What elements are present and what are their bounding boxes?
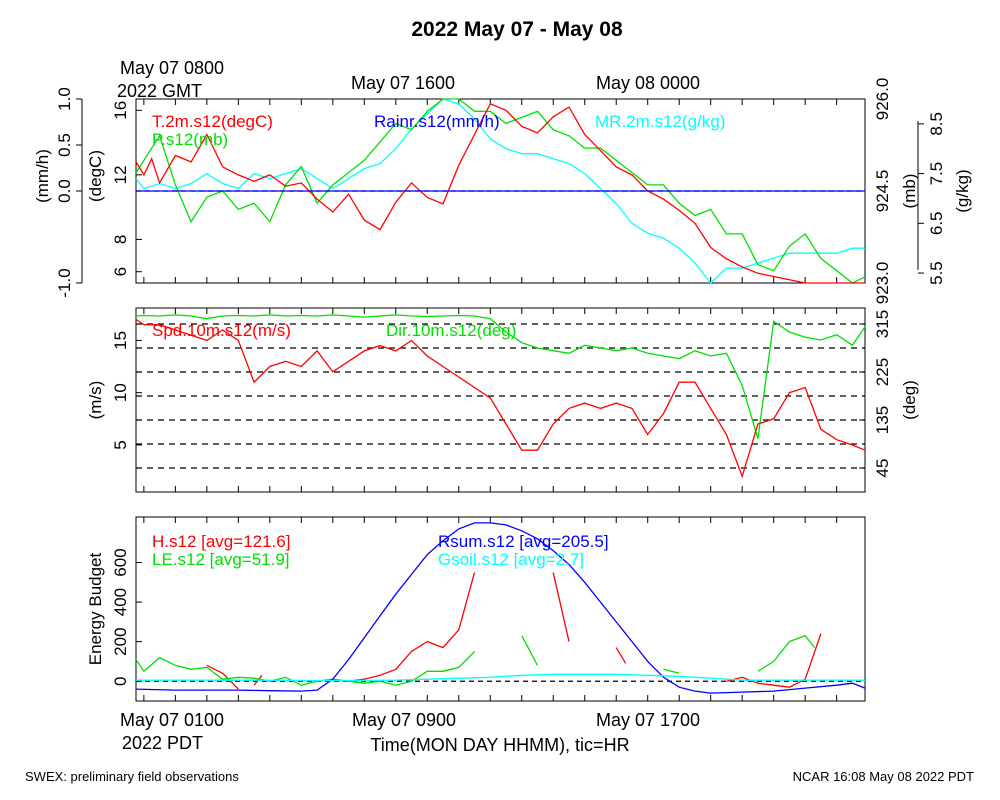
ylabel-energy: Energy Budget xyxy=(86,552,105,665)
energy-tick-label: 600 xyxy=(111,548,130,576)
pres-tick-label: 923.0 xyxy=(873,262,892,305)
mr-tick-label: 6.5 xyxy=(927,212,946,236)
footer-right: NCAR 16:08 May 08 2022 PDT xyxy=(793,769,974,784)
legend-rain: Rainr.s12(mm/h) xyxy=(374,112,500,131)
footer-left: SWEX: preliminary field observations xyxy=(25,769,239,784)
legend-radiation-sum: Rsum.s12 [avg=205.5] xyxy=(438,532,609,551)
wind-panel-frame xyxy=(135,307,866,493)
bottom-time-label-1b: 2022 PDT xyxy=(122,733,203,753)
energy-tick-label: 200 xyxy=(111,627,130,655)
legend-sensible-heat: H.s12 [avg=121.6] xyxy=(152,532,290,551)
direction-tick-label: 45 xyxy=(873,459,892,478)
ylabel-mr: (g/kg) xyxy=(953,169,972,212)
series-segment-0 xyxy=(348,572,476,682)
top-time-label-3: May 08 0000 xyxy=(596,73,700,93)
pres-tick-label: 924.5 xyxy=(873,170,892,213)
series-line-pres xyxy=(135,98,866,284)
legend-soil-heat: Gsoil.s12 [avg=2.7] xyxy=(438,550,584,569)
top-time-label-1: May 07 0800 xyxy=(120,58,224,78)
met-panel-axes: 1.0 0.5 0.0 -1.0 16 12 8 6 926.0 924.5 923.0 8.5 7.5… xyxy=(55,78,946,305)
energy-panel-series xyxy=(135,522,866,694)
direction-tick-label: 225 xyxy=(873,358,892,386)
rain-tick-label: -1.0 xyxy=(55,268,74,297)
energy-tick-label: 400 xyxy=(111,588,130,616)
ylabel-rain: (mm/h) xyxy=(33,149,52,203)
series-line-spd xyxy=(135,318,866,479)
series-segment-0 xyxy=(206,664,239,690)
energy-panel-frame xyxy=(135,516,866,702)
series-segment-1 xyxy=(135,651,475,686)
met-panel-series xyxy=(135,98,866,284)
x-axis-title: Time(MON DAY HHMM), tic=HR xyxy=(370,735,629,755)
chart-title: 2022 May 07 - May 08 xyxy=(411,18,623,41)
bottom-time-label-1: May 07 0100 xyxy=(120,710,224,730)
series-segment-1 xyxy=(663,668,680,674)
temp-tick-label: 12 xyxy=(111,165,130,184)
legend-temperature: T.2m.s12(degC) xyxy=(152,112,273,131)
temp-tick-label: 6 xyxy=(111,267,130,276)
direction-tick-label: 315 xyxy=(873,310,892,338)
top-time-label-2: May 07 1600 xyxy=(351,73,455,93)
mr-tick-label: 8.5 xyxy=(927,112,946,136)
legend-wind-speed: Spd.10m.s12(m/s) xyxy=(152,321,291,340)
legend-pressure: P.s12(mb) xyxy=(152,130,228,149)
series-segment-0 xyxy=(552,572,570,642)
series-segment-0 xyxy=(615,647,627,664)
legend-mixing-ratio: MR.2m.s12(g/kg) xyxy=(595,112,725,131)
wind-panel-series xyxy=(135,314,866,479)
series-segment-1 xyxy=(521,635,539,666)
speed-tick-label: 15 xyxy=(111,331,130,350)
rain-tick-label: 0.0 xyxy=(55,179,74,203)
ylabel-temp: (degC) xyxy=(86,150,105,202)
speed-tick-label: 5 xyxy=(111,440,130,449)
pres-tick-label: 926.0 xyxy=(873,78,892,121)
energy-panel-axes: 600 400 200 0 xyxy=(111,517,838,701)
rain-tick-label: 1.0 xyxy=(55,87,74,111)
series-line-temp xyxy=(135,102,865,284)
series-segment-0 xyxy=(726,633,822,688)
series-line-2 xyxy=(135,522,866,694)
rain-tick-label: 0.5 xyxy=(55,133,74,157)
top-time-label-1b: 2022 GMT xyxy=(117,81,202,101)
legend-wind-direction: Dir.10m.s12(deg) xyxy=(386,321,516,340)
series-line-dir xyxy=(135,314,866,439)
direction-tick-label: 135 xyxy=(873,406,892,434)
speed-tick-label: 10 xyxy=(111,383,130,402)
ylabel-pres: (mb) xyxy=(900,174,919,209)
ylabel-speed: (m/s) xyxy=(86,381,105,420)
series-line-3 xyxy=(136,673,865,682)
series-segment-1 xyxy=(757,634,816,672)
bottom-time-label-2: May 07 0900 xyxy=(352,710,456,730)
temp-tick-label: 8 xyxy=(111,235,130,244)
bottom-time-label-3: May 07 1700 xyxy=(596,710,700,730)
ylabel-direction: (deg) xyxy=(900,380,919,420)
mr-tick-label: 7.5 xyxy=(927,162,946,186)
energy-tick-label: 0 xyxy=(111,676,130,685)
temp-tick-label: 16 xyxy=(111,101,130,120)
legend-latent-heat: LE.s12 [avg=51.9] xyxy=(152,550,290,569)
mr-tick-label: 5.5 xyxy=(927,261,946,285)
wind-panel-axes: 15 10 5 315 225 135 45 xyxy=(111,308,892,492)
